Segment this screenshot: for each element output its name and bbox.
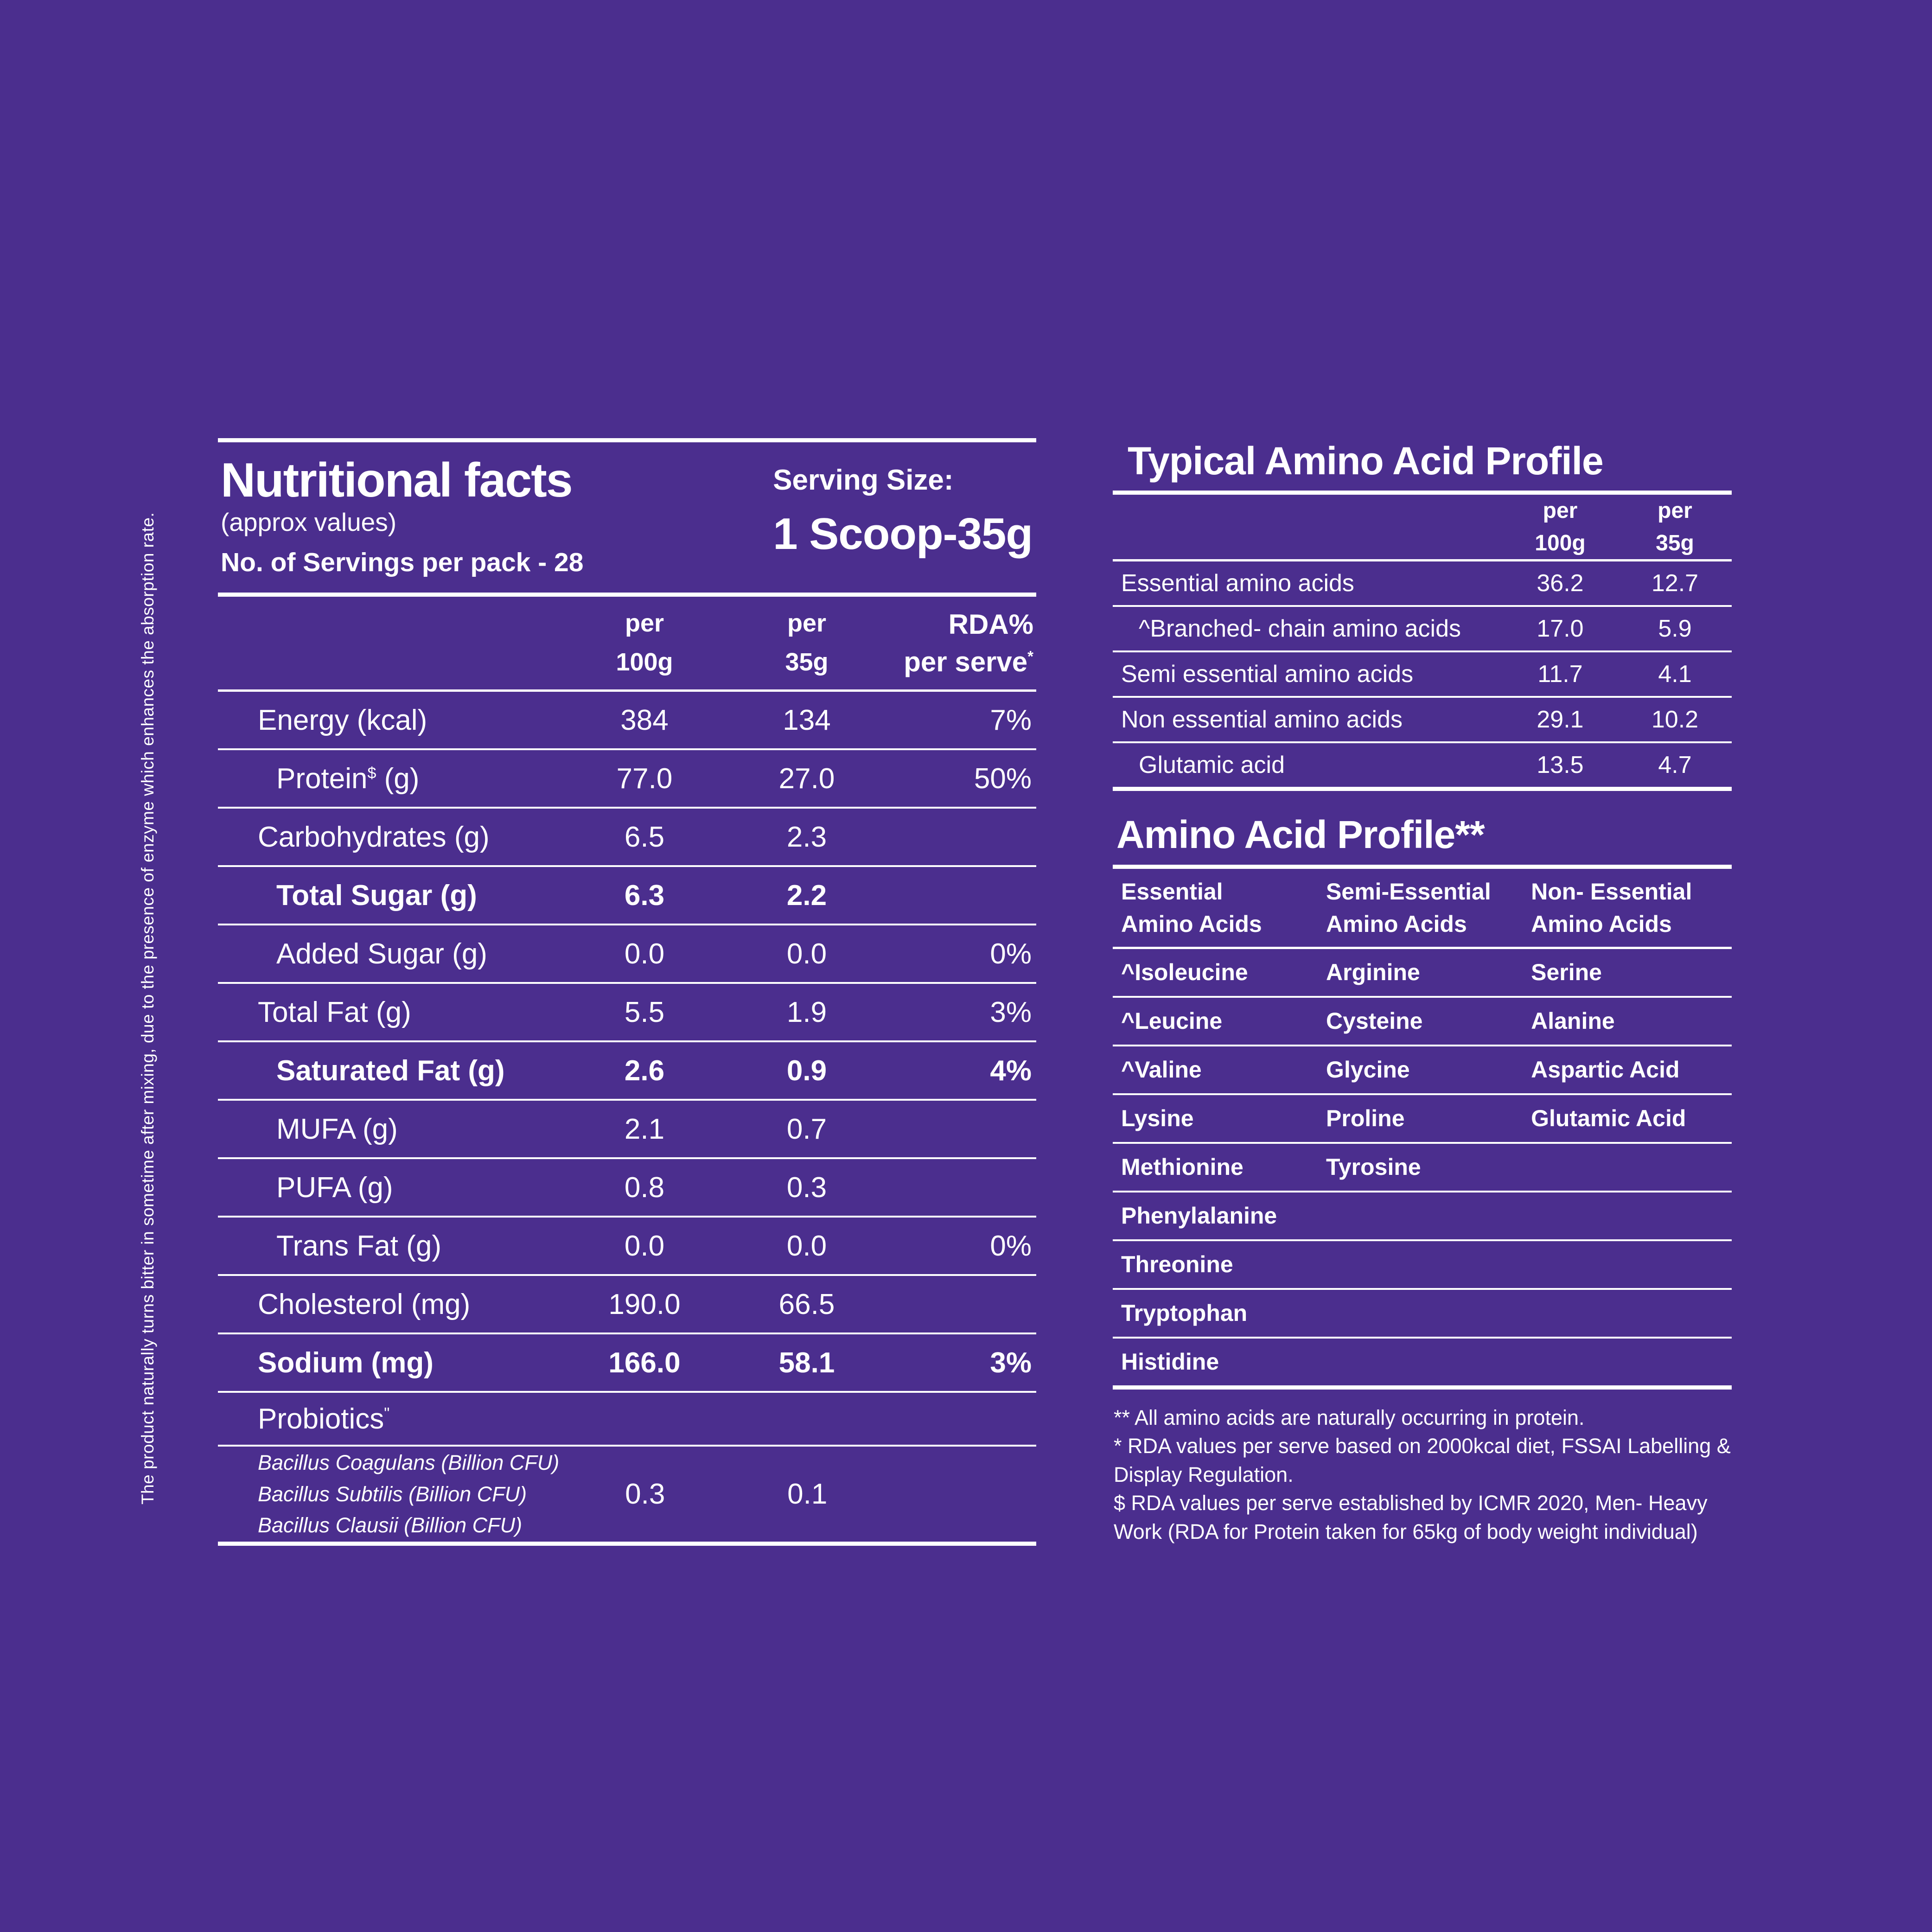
table-row-pufa: PUFA (g) 0.8 0.3 [218,1157,1036,1216]
nutrition-rows: Energy (kcal) 384 134 7% Protein$ (g) 77… [218,692,1036,1542]
serving-size-value: 1 Scoop-35g [773,509,1033,559]
typical-row-essential: Essential amino acids 36.2 12.7 [1121,570,1699,597]
typical-col-per-35g: per 35g [1656,498,1694,555]
profile-col-semi-essential: Semi-Essential Amino Acids [1326,878,1491,937]
top-rule [218,438,1036,442]
profile-row-7: Threonine [1113,1239,1732,1288]
col-header-per-35g: per 35g [785,609,829,676]
profile-col-essential: Essential Amino Acids [1121,878,1262,937]
nutrition-title: Nutritional facts [221,453,573,507]
typical-row-semi-essential: Semi essential amino acids 11.7 4.1 [1113,650,1732,696]
table-row-energy: Energy (kcal) 384 134 7% [258,704,1032,736]
profile-header-rule [1113,946,1732,949]
table-row-sodium: Sodium (mg) 166.0 58.1 3% [218,1333,1036,1391]
typical-header-rule [1113,559,1732,562]
bottom-rule [218,1542,1036,1546]
profile-title: Amino Acid Profile** [1116,813,1485,857]
typical-bottom-rule [1113,787,1732,791]
profile-row-2: ^Leucine Cysteine Alanine [1113,995,1732,1045]
footnote-rda: * RDA values per serve based on 2000kcal… [1114,1434,1731,1486]
table-row-cholesterol: Cholesterol (mg) 190.0 66.5 [218,1274,1036,1333]
table-row-carbohydrates: Carbohydrates (g) 6.5 2.3 [218,807,1036,865]
profile-row-1: ^Isoleucine Arginine Serine [1121,959,1602,986]
table-row-total-fat: Total Fat (g) 5.5 1.9 3% [218,982,1036,1040]
title-rule [218,593,1036,597]
table-row-total-sugar: Total Sugar (g) 6.3 2.2 [218,865,1036,924]
col-header-per-100g: per 100g [616,609,673,676]
nutrition-subtitle: (approx values) [221,508,397,536]
servings-line: No. of Servings per pack - 28 [221,548,584,577]
nutrition-facts-panel: Nutritional facts (approx values) No. of… [218,438,1036,1546]
nutrition-title-block: Nutritional facts (approx values) No. of… [218,442,1036,593]
footnote-icmr: $ RDA values per serve established by IC… [1114,1491,1708,1544]
profile-row-6: Phenylalanine [1113,1190,1732,1239]
col-header-rda: RDA% per serve* [904,609,1033,677]
typical-title-rule [1113,491,1732,495]
profile-row-3: ^Valine Glycine Aspartic Acid [1113,1044,1732,1093]
table-row-probiotic-strains: Bacillus Coagulans (Billion CFU) Bacillu… [218,1445,1036,1542]
profile-col-non-essential: Non- Essential Amino Acids [1531,878,1692,937]
title-left: Nutritional facts (approx values) No. of… [221,456,583,578]
probiotic-strains: Bacillus Coagulans (Billion CFU) Bacillu… [258,1451,560,1537]
table-row-trans-fat: Trans Fat (g) 0.0 0.0 0% [218,1216,1036,1274]
footnote-amino: ** All amino acids are naturally occurri… [1114,1405,1585,1429]
table-row-protein: Protein$ (g) 77.0 27.0 50% [218,748,1036,807]
table-row-probiotics: Probiotics" [218,1391,1036,1445]
typical-row-bcaa: ^Branched- chain amino acids 17.0 5.9 [1113,605,1732,650]
typical-row-non-essential: Non essential amino acids 29.1 10.2 [1113,696,1732,741]
profile-row-4: Lysine Proline Glutamic Acid [1113,1093,1732,1142]
serving-size-label: Serving Size: [773,464,954,496]
table-row-mufa: MUFA (g) 2.1 0.7 [218,1099,1036,1157]
profile-title-rule [1113,864,1732,869]
table-row-added-sugar: Added Sugar (g) 0.0 0.0 0% [218,924,1036,982]
nutrition-column-headers: per 100g per 35g RDA% per serve* [218,597,1036,689]
serving-size-block: Serving Size: 1 Scoop-35g [773,456,1034,560]
typical-col-per-100g: per 100g [1535,498,1586,555]
table-row-saturated-fat: Saturated Fat (g) 2.6 0.9 4% [218,1040,1036,1099]
amino-acid-panel: Typical Amino Acid Profile per 100g per … [1113,440,1732,1546]
footnotes: ** All amino acids are naturally occurri… [1113,1403,1732,1546]
profile-column-headers: Essential Amino Acids Semi-Essential Ami… [1113,869,1732,947]
profile-rows: ^Isoleucine Arginine Serine ^Leucine Cys… [1113,949,1732,1385]
typical-rows: Essential amino acids 36.2 12.7 ^Branche… [1113,561,1732,787]
header-rule [218,689,1036,692]
profile-row-5: Methionine Tyrosine [1113,1141,1732,1191]
profile-row-9: Histidine [1113,1336,1732,1385]
typical-column-headers: per 100g per 35g [1113,495,1732,559]
typical-row-glutamic-acid: Glutamic acid 13.5 4.7 [1113,741,1732,787]
profile-row-8: Tryptophan [1113,1288,1732,1337]
profile-bottom-rule [1113,1385,1732,1390]
typical-profile-title: Typical Amino Acid Profile [1128,439,1604,483]
side-note: The product naturally turns bitter in so… [138,512,157,1505]
